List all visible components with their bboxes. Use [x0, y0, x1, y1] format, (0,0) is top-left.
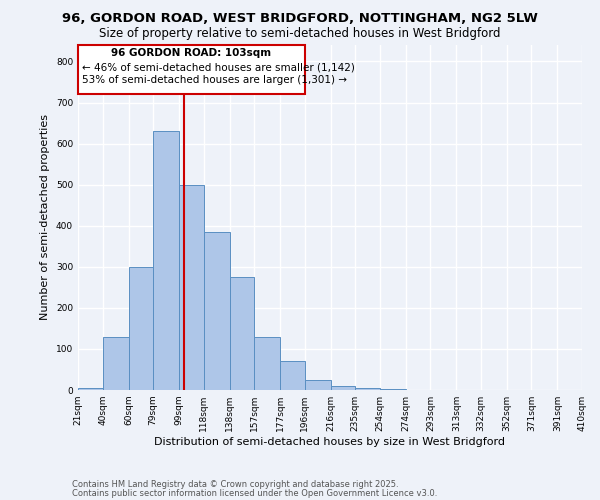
- Bar: [280, 361, 305, 390]
- Text: 96 GORDON ROAD: 103sqm: 96 GORDON ROAD: 103sqm: [112, 48, 271, 58]
- Bar: [128, 267, 153, 390]
- Y-axis label: Number of semi-detached properties: Number of semi-detached properties: [40, 114, 50, 320]
- X-axis label: Distribution of semi-detached houses by size in West Bridgford: Distribution of semi-detached houses by …: [155, 437, 505, 447]
- Bar: [305, 380, 331, 390]
- Bar: [179, 184, 203, 390]
- Text: 96, GORDON ROAD, WEST BRIDGFORD, NOTTINGHAM, NG2 5LW: 96, GORDON ROAD, WEST BRIDGFORD, NOTTING…: [62, 12, 538, 26]
- Bar: [103, 336, 128, 390]
- Text: ← 46% of semi-detached houses are smaller (1,142): ← 46% of semi-detached houses are smalle…: [82, 62, 355, 72]
- Bar: [230, 277, 254, 390]
- Text: Contains public sector information licensed under the Open Government Licence v3: Contains public sector information licen…: [72, 489, 437, 498]
- FancyBboxPatch shape: [78, 45, 305, 94]
- Text: 53% of semi-detached houses are larger (1,301) →: 53% of semi-detached houses are larger (…: [82, 75, 347, 85]
- Bar: [78, 388, 103, 390]
- Text: Size of property relative to semi-detached houses in West Bridgford: Size of property relative to semi-detach…: [99, 28, 501, 40]
- Bar: [380, 389, 406, 390]
- Bar: [153, 131, 179, 390]
- Bar: [331, 386, 355, 390]
- Text: Contains HM Land Registry data © Crown copyright and database right 2025.: Contains HM Land Registry data © Crown c…: [72, 480, 398, 489]
- Bar: [355, 388, 380, 390]
- Bar: [254, 336, 280, 390]
- Bar: [203, 232, 230, 390]
